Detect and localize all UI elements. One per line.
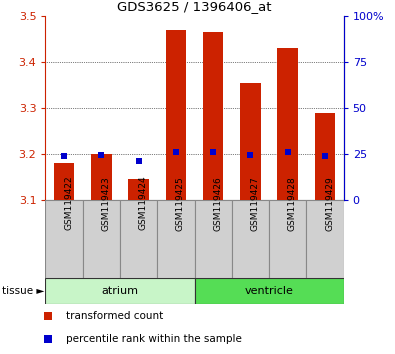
Bar bbox=[194, 278, 344, 304]
Bar bbox=[45, 200, 83, 278]
Title: GDS3625 / 1396406_at: GDS3625 / 1396406_at bbox=[117, 0, 272, 13]
Bar bbox=[45, 278, 194, 304]
Bar bbox=[120, 200, 157, 278]
Text: GSM119424: GSM119424 bbox=[139, 176, 148, 230]
Text: percentile rank within the sample: percentile rank within the sample bbox=[66, 334, 242, 344]
Bar bbox=[277, 48, 298, 200]
Bar bbox=[315, 113, 335, 200]
Bar bbox=[269, 200, 307, 278]
Text: GSM119423: GSM119423 bbox=[102, 176, 110, 230]
Bar bbox=[54, 163, 74, 200]
Text: GSM119425: GSM119425 bbox=[176, 176, 185, 230]
Text: GSM119426: GSM119426 bbox=[213, 176, 222, 230]
Bar bbox=[166, 30, 186, 200]
Bar bbox=[307, 200, 344, 278]
Bar bbox=[128, 179, 149, 200]
Text: tissue ►: tissue ► bbox=[2, 286, 44, 296]
Bar bbox=[91, 154, 112, 200]
Bar bbox=[83, 200, 120, 278]
Bar bbox=[232, 200, 269, 278]
Text: GSM119427: GSM119427 bbox=[250, 176, 260, 230]
Text: GSM119428: GSM119428 bbox=[288, 176, 297, 230]
Bar bbox=[194, 200, 232, 278]
Text: transformed count: transformed count bbox=[66, 311, 164, 321]
Bar bbox=[240, 82, 261, 200]
Text: GSM119429: GSM119429 bbox=[325, 176, 334, 230]
Text: GSM119422: GSM119422 bbox=[64, 176, 73, 230]
Bar bbox=[203, 32, 224, 200]
Text: atrium: atrium bbox=[102, 286, 139, 296]
Text: ventricle: ventricle bbox=[245, 286, 293, 296]
Bar bbox=[157, 200, 194, 278]
